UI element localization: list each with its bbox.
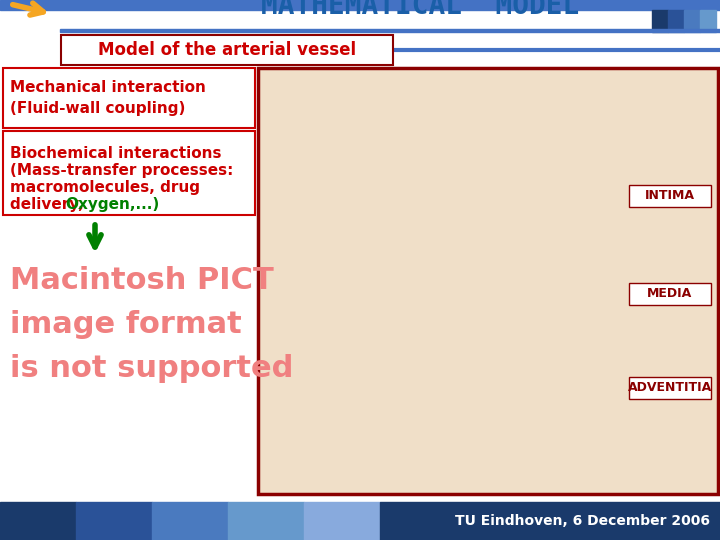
Text: is not supported: is not supported	[10, 354, 293, 383]
Text: Mechanical interaction
(Fluid-wall coupling): Mechanical interaction (Fluid-wall coupl…	[10, 80, 206, 116]
Text: ADVENTITIA: ADVENTITIA	[628, 381, 712, 394]
FancyBboxPatch shape	[3, 68, 255, 128]
Bar	[228, 502, 304, 540]
Text: INTIMA: INTIMA	[645, 190, 695, 202]
Bar	[60, 29, 720, 32]
FancyBboxPatch shape	[61, 35, 393, 65]
Bar	[380, 502, 720, 540]
Bar	[0, 8, 720, 10]
Text: image format: image format	[10, 310, 242, 339]
FancyBboxPatch shape	[629, 185, 711, 207]
FancyBboxPatch shape	[629, 376, 711, 399]
Bar	[304, 502, 380, 540]
Text: Biochemical interactions: Biochemical interactions	[10, 146, 222, 161]
Bar	[700, 10, 716, 32]
Text: TU Eindhoven, 6 December 2006: TU Eindhoven, 6 December 2006	[455, 514, 710, 528]
Text: (Mass-transfer processes:: (Mass-transfer processes:	[10, 163, 233, 178]
FancyBboxPatch shape	[3, 131, 255, 215]
Bar	[152, 502, 228, 540]
Bar	[652, 10, 668, 32]
Text: Oxygen,...): Oxygen,...)	[65, 197, 159, 212]
Bar	[0, 0, 720, 8]
Bar	[0, 502, 76, 540]
Bar	[684, 10, 700, 32]
FancyBboxPatch shape	[258, 68, 718, 494]
Text: macromolecules, drug: macromolecules, drug	[10, 180, 200, 195]
Text: MATHEMATICAL  MODEL: MATHEMATICAL MODEL	[261, 0, 579, 20]
Text: Model of the arterial vessel: Model of the arterial vessel	[98, 41, 356, 59]
Text: MEDIA: MEDIA	[647, 287, 693, 300]
Bar	[76, 502, 152, 540]
Text: delivery,: delivery,	[10, 197, 89, 212]
FancyBboxPatch shape	[629, 283, 711, 305]
Bar	[668, 10, 684, 32]
Text: Macintosh PICT: Macintosh PICT	[10, 266, 274, 295]
